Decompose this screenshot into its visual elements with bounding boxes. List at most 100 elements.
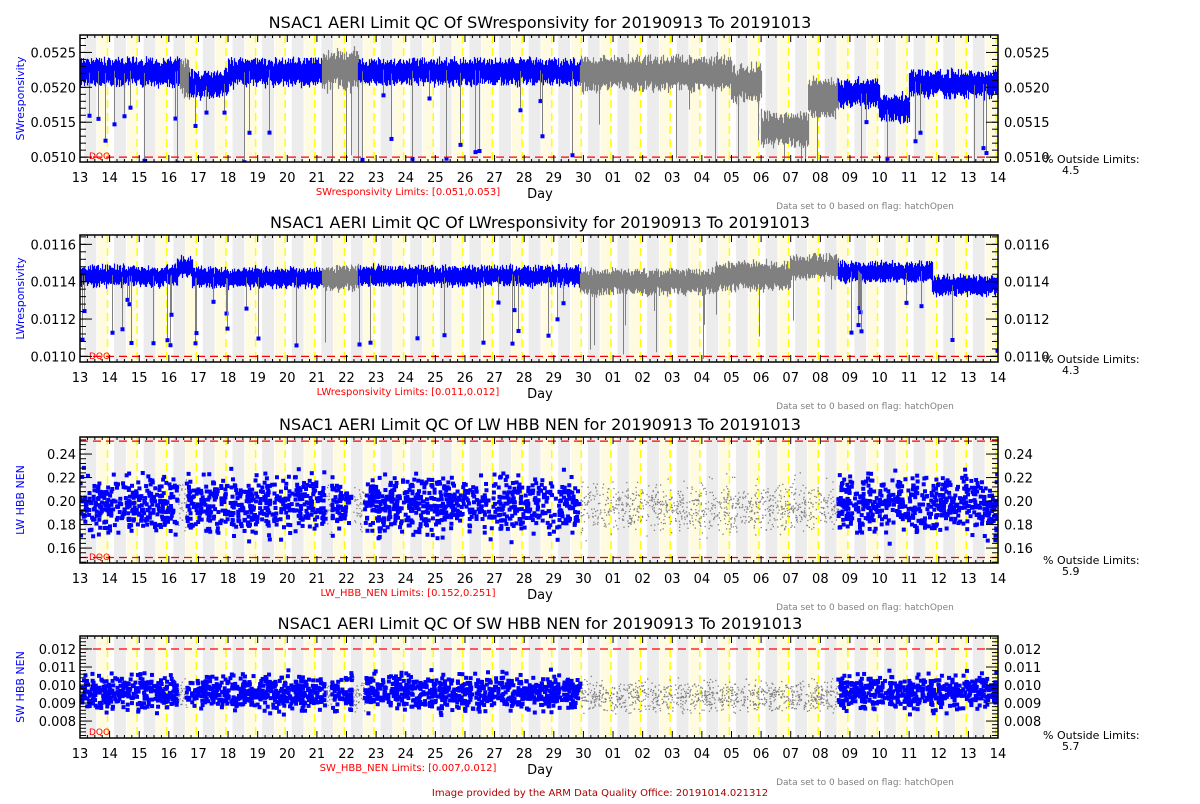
data-point: [516, 473, 520, 477]
data-point: [341, 508, 345, 512]
data-point: [430, 496, 434, 500]
data-point: [680, 491, 681, 492]
data-point: [182, 519, 183, 520]
data-point: [257, 483, 261, 487]
data-point: [401, 478, 405, 482]
data-point: [567, 483, 571, 487]
data-point: [767, 491, 768, 492]
data-point: [281, 479, 285, 483]
data-point: [355, 499, 356, 500]
data-point: [130, 341, 134, 345]
data-point: [376, 495, 380, 499]
data-point: [639, 506, 640, 507]
data-point: [762, 503, 763, 504]
data-point: [572, 503, 576, 507]
data-point: [295, 503, 299, 507]
data-point: [651, 495, 652, 496]
data-point: [400, 530, 404, 534]
data-point: [169, 517, 173, 521]
data-point: [613, 526, 614, 527]
data-point: [684, 517, 685, 518]
x-tick-label: 30: [575, 371, 592, 386]
data-point: [715, 505, 716, 506]
data-point: [807, 520, 808, 521]
data-point: [701, 482, 702, 483]
data-point: [411, 520, 415, 524]
data-point: [985, 151, 989, 155]
day-band: [275, 35, 285, 162]
data-point: [279, 510, 283, 514]
data-point: [124, 496, 128, 500]
data-point: [211, 504, 215, 508]
data-point: [689, 520, 690, 521]
data-point: [785, 526, 786, 527]
panel-title: NSAC1 AERI Limit QC Of LWresponsivity fo…: [270, 213, 810, 232]
data-point: [702, 532, 703, 533]
data-point: [687, 528, 688, 529]
night-band: [647, 437, 659, 563]
x-tick-label: 28: [516, 371, 533, 386]
data-point: [776, 519, 777, 520]
data-point: [513, 308, 517, 312]
data-point: [314, 480, 318, 484]
x-tick-label: 05: [723, 371, 740, 386]
plot-area: [78, 437, 1000, 563]
night-band: [440, 235, 452, 362]
data-point: [427, 491, 431, 495]
data-point: [806, 514, 807, 515]
day-band: [127, 35, 137, 162]
data-point: [787, 504, 788, 505]
x-tick-label: 13: [72, 171, 89, 186]
data-point: [502, 491, 506, 495]
data-point: [109, 514, 113, 518]
x-tick-label: 18: [220, 371, 237, 386]
data-point: [250, 530, 254, 534]
data-point: [625, 511, 626, 512]
data-point: [734, 523, 735, 524]
data-point: [518, 518, 522, 522]
data-point: [243, 511, 247, 515]
data-point: [673, 502, 674, 503]
data-point: [860, 184, 864, 188]
data-point: [641, 519, 642, 520]
data-point: [239, 508, 243, 512]
data-point: [121, 481, 125, 485]
data-point: [709, 477, 710, 478]
data-point: [608, 523, 609, 524]
data-point: [626, 506, 627, 507]
data-point: [97, 117, 101, 121]
data-point: [473, 510, 477, 514]
data-point: [434, 522, 438, 526]
data-point: [547, 334, 551, 338]
data-point: [387, 505, 391, 509]
data-point: [510, 540, 514, 544]
night-band: [114, 235, 126, 362]
data-point: [597, 524, 598, 525]
data-point: [183, 510, 184, 511]
data-point: [133, 510, 137, 514]
y-tick-label: 0.0525: [31, 46, 77, 61]
data-point: [699, 496, 700, 497]
night-band: [529, 35, 541, 162]
day-band: [304, 35, 314, 162]
data-point: [588, 515, 589, 516]
data-point: [637, 508, 638, 509]
data-point: [191, 495, 195, 499]
outside-limits-label: % Outside Limits:: [1043, 353, 1140, 366]
data-point: [640, 499, 641, 500]
data-point: [80, 475, 84, 479]
data-point: [219, 484, 223, 488]
data-point: [186, 519, 190, 523]
data-point: [582, 501, 583, 502]
data-point: [382, 93, 386, 97]
data-point: [785, 489, 786, 490]
data-point: [510, 491, 514, 495]
data-point: [208, 506, 212, 510]
data-point: [90, 516, 94, 520]
data-point: [124, 486, 128, 490]
data-point: [704, 526, 705, 527]
x-tick-label: 11: [901, 371, 918, 386]
data-point: [732, 477, 733, 478]
data-point: [830, 491, 831, 492]
data-point: [635, 529, 636, 530]
